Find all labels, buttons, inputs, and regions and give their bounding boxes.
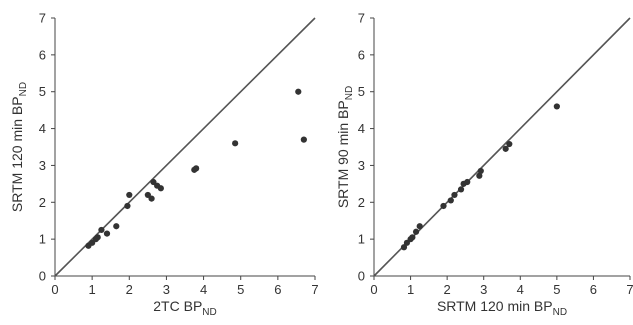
y-tick-label: 0 bbox=[39, 269, 46, 284]
y-tick-label: 5 bbox=[39, 84, 46, 99]
y-tick-label: 7 bbox=[358, 11, 365, 26]
data-point bbox=[409, 234, 416, 241]
data-point bbox=[506, 140, 513, 148]
x-axis-title-main: SRTM 120 min BP bbox=[437, 298, 553, 314]
data-point bbox=[124, 202, 131, 210]
x-tick-label: 4 bbox=[200, 282, 207, 297]
y-tick-label: 3 bbox=[358, 158, 365, 173]
data-point bbox=[440, 202, 447, 210]
data-point bbox=[412, 228, 420, 235]
y-axis-title-subscript: ND bbox=[18, 82, 29, 96]
y-tick-label: 4 bbox=[358, 121, 365, 136]
data-point bbox=[476, 172, 483, 179]
x-tick-label: 7 bbox=[626, 282, 633, 297]
x-axis-title-main: 2TC BP bbox=[153, 298, 202, 314]
data-point bbox=[126, 191, 133, 199]
x-tick-label: 6 bbox=[590, 282, 597, 297]
data-point bbox=[94, 234, 101, 241]
x-axis-title: 2TC BPND bbox=[153, 298, 216, 318]
y-tick-label: 3 bbox=[39, 158, 46, 173]
identity-line bbox=[54, 17, 316, 277]
y-axis-title-main: SRTM 120 min BP bbox=[9, 96, 25, 212]
x-tick-label: 6 bbox=[274, 282, 281, 297]
x-tick-label: 4 bbox=[517, 282, 524, 297]
y-tick-label: 2 bbox=[358, 195, 365, 210]
data-point bbox=[295, 88, 302, 95]
data-point bbox=[447, 197, 454, 204]
data-point bbox=[193, 165, 200, 172]
y-tick-label: 6 bbox=[39, 47, 46, 62]
data-point bbox=[98, 226, 105, 234]
x-tick-label: 1 bbox=[407, 282, 414, 297]
x-tick-label: 0 bbox=[51, 282, 58, 297]
data-point bbox=[157, 185, 164, 192]
x-tick-label: 0 bbox=[370, 282, 377, 297]
x-tick-label: 2 bbox=[444, 282, 451, 297]
data-point bbox=[477, 167, 484, 175]
y-axis-title: SRTM 90 min BPND bbox=[335, 86, 355, 208]
data-point bbox=[113, 223, 120, 230]
data-point bbox=[416, 223, 423, 230]
data-point bbox=[300, 136, 307, 143]
y-tick-label: 4 bbox=[39, 121, 46, 136]
y-tick-label: 2 bbox=[39, 195, 46, 210]
x-tick-label: 2 bbox=[126, 282, 133, 297]
x-tick-label: 7 bbox=[311, 282, 318, 297]
y-tick-label: 0 bbox=[358, 269, 365, 284]
y-tick-label: 7 bbox=[39, 11, 46, 26]
x-axis-title: SRTM 120 min BPND bbox=[437, 298, 567, 318]
data-point bbox=[464, 178, 471, 186]
data-point bbox=[232, 140, 239, 147]
x-tick-label: 1 bbox=[89, 282, 96, 297]
y-axis-title: SRTM 120 min BPND bbox=[9, 82, 29, 212]
data-point bbox=[457, 186, 465, 193]
y-axis-title-subscript: ND bbox=[344, 86, 355, 100]
data-point bbox=[502, 145, 509, 152]
x-axis-title-subscript: ND bbox=[553, 307, 567, 318]
x-tick-label: 3 bbox=[480, 282, 487, 297]
y-tick-label: 1 bbox=[358, 232, 365, 247]
x-tick-label: 5 bbox=[237, 282, 244, 297]
data-point bbox=[148, 195, 155, 202]
x-tick-label: 3 bbox=[163, 282, 170, 297]
data-point bbox=[553, 103, 560, 110]
data-point bbox=[400, 244, 408, 251]
y-tick-label: 5 bbox=[358, 84, 365, 99]
x-tick-label: 5 bbox=[553, 282, 560, 297]
x-axis-title-subscript: ND bbox=[202, 307, 216, 318]
data-point bbox=[451, 191, 458, 199]
data-point bbox=[103, 230, 111, 237]
y-axis-title-main: SRTM 90 min BP bbox=[335, 100, 351, 208]
y-tick-label: 6 bbox=[358, 47, 365, 62]
y-tick-label: 1 bbox=[39, 232, 46, 247]
